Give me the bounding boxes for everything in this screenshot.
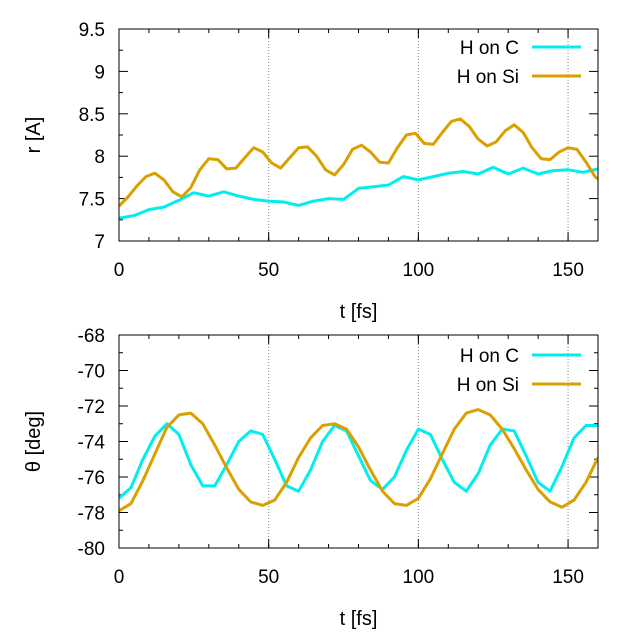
y-axis-label: θ [deg]	[23, 411, 45, 472]
series-line-h-on-si	[119, 408, 598, 512]
x-tick-label: 50	[258, 567, 279, 588]
plot-frame	[118, 334, 599, 549]
y-tick-label: -74	[78, 433, 106, 454]
theta-vs-time-chart: 0 50 100 150 -80 -78 -76 -74 -72 -70 -68 H on C H on…	[23, 326, 599, 630]
y-tick-label: 7	[94, 232, 105, 253]
legend-label: H on Si	[457, 67, 519, 88]
y-tick-label: 8	[94, 147, 105, 168]
series-line-h-on-c	[119, 422, 598, 500]
x-tick-label: 100	[403, 260, 435, 281]
y-tick-label: 9	[94, 62, 105, 83]
series-line-h-on-si	[119, 117, 598, 208]
plot-frame	[118, 28, 599, 242]
legend-label: H on C	[460, 38, 519, 59]
y-tick-label: 8.5	[79, 105, 105, 126]
y-tick-label: 9.5	[79, 20, 105, 41]
y-tick-label: -76	[78, 468, 105, 489]
x-tick-label: 150	[552, 567, 584, 588]
y-tick-label: -70	[78, 362, 105, 383]
y-tick-label: -80	[78, 539, 105, 560]
series-line-h-on-c	[119, 165, 598, 220]
x-tick-label: 0	[114, 260, 125, 281]
x-axis-label: t [fs]	[340, 608, 378, 630]
x-tick-label: 150	[552, 260, 584, 281]
legend-label: H on C	[460, 346, 519, 367]
y-tick-label: -68	[78, 326, 105, 347]
y-axis-label: r [A]	[23, 117, 45, 154]
legend-label: H on Si	[457, 375, 519, 396]
y-tick-label: 7.5	[79, 190, 105, 211]
y-tick-label: -72	[78, 397, 105, 418]
x-tick-label: 100	[403, 567, 435, 588]
x-axis-label: t [fs]	[340, 301, 378, 323]
x-tick-label: 0	[114, 567, 125, 588]
y-tick-label: -78	[78, 504, 105, 525]
r-vs-time-chart: 0 50 100 150 7 7.5 8 8.5 9 9.5 H on C H on Si t [fs]…	[23, 20, 599, 323]
x-tick-label: 50	[258, 260, 279, 281]
